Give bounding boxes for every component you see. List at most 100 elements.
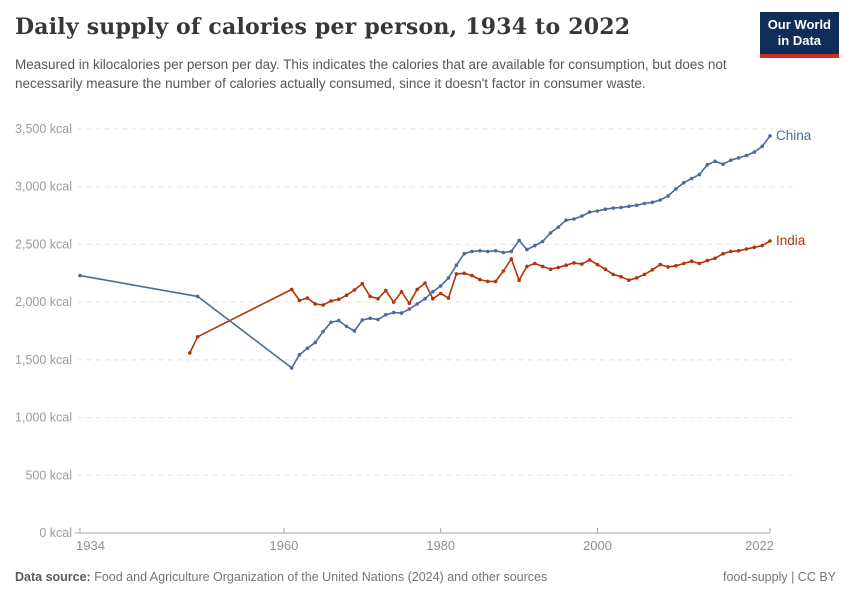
series-point-china[interactable] <box>509 249 514 254</box>
series-point-india[interactable] <box>454 272 459 276</box>
series-point-india[interactable] <box>407 301 412 306</box>
series-point-india[interactable] <box>305 296 310 300</box>
series-point-china[interactable] <box>485 249 490 254</box>
series-point-india[interactable] <box>188 351 192 355</box>
series-point-china[interactable] <box>289 366 294 370</box>
series-point-india[interactable] <box>556 265 561 270</box>
series-point-india[interactable] <box>195 335 200 339</box>
series-point-china[interactable] <box>438 284 443 288</box>
series-point-china[interactable] <box>493 249 498 253</box>
series-point-china[interactable] <box>619 205 623 210</box>
series-point-china[interactable] <box>674 187 678 191</box>
series-point-china[interactable] <box>399 311 404 315</box>
series-point-china[interactable] <box>587 210 592 214</box>
series-point-china[interactable] <box>634 203 639 207</box>
series-point-india[interactable] <box>493 279 498 284</box>
series-point-china[interactable] <box>517 238 521 243</box>
series-point-india[interactable] <box>297 298 302 303</box>
owid-logo[interactable]: Our World in Data <box>759 12 839 58</box>
series-point-china[interactable] <box>423 296 427 301</box>
series-point-china[interactable] <box>666 194 670 198</box>
series-point-china[interactable] <box>572 217 576 221</box>
series-point-india[interactable] <box>321 303 325 307</box>
series-point-china[interactable] <box>337 318 341 323</box>
series-point-india[interactable] <box>744 247 749 251</box>
series-point-china[interactable] <box>736 156 741 160</box>
series-point-india[interactable] <box>697 261 702 266</box>
series-line-china[interactable] <box>79 135 771 369</box>
series-point-india[interactable] <box>517 278 521 283</box>
series-point-china[interactable] <box>344 324 349 329</box>
series-point-india[interactable] <box>533 261 537 266</box>
series-point-india[interactable] <box>368 294 372 299</box>
series-point-china[interactable] <box>384 313 388 317</box>
series-point-india[interactable] <box>713 256 717 261</box>
series-point-india[interactable] <box>768 239 772 243</box>
series-point-india[interactable] <box>619 274 623 279</box>
series-point-india[interactable] <box>525 264 529 269</box>
series-point-india[interactable] <box>564 263 568 268</box>
series-point-china[interactable] <box>313 340 318 345</box>
series-point-india[interactable] <box>384 288 388 293</box>
series-point-china[interactable] <box>595 209 600 213</box>
series-point-china[interactable] <box>564 218 568 222</box>
series-point-china[interactable] <box>760 144 764 149</box>
series-point-india[interactable] <box>760 243 764 248</box>
series-point-india[interactable] <box>705 258 710 263</box>
series-point-china[interactable] <box>391 310 396 315</box>
series-point-china[interactable] <box>431 290 435 294</box>
series-point-india[interactable] <box>360 281 365 286</box>
series-point-china[interactable] <box>446 276 451 280</box>
series-point-india[interactable] <box>352 288 357 292</box>
series-point-india[interactable] <box>470 273 474 278</box>
license-link[interactable]: food-supply | CC BY <box>722 570 836 584</box>
series-point-china[interactable] <box>650 200 655 205</box>
series-point-india[interactable] <box>289 287 294 292</box>
series-point-india[interactable] <box>611 272 615 277</box>
series-point-china[interactable] <box>556 225 561 229</box>
series-point-india[interactable] <box>337 297 341 302</box>
series-point-china[interactable] <box>642 201 647 206</box>
series-point-india[interactable] <box>752 245 757 250</box>
series-point-china[interactable] <box>611 206 615 210</box>
series-label-china[interactable]: China <box>776 128 812 143</box>
series-point-china[interactable] <box>658 198 662 202</box>
series-point-china[interactable] <box>729 158 733 162</box>
series-point-india[interactable] <box>627 278 631 283</box>
series-point-china[interactable] <box>533 243 537 248</box>
series-point-china[interactable] <box>407 307 412 311</box>
series-point-china[interactable] <box>195 294 200 299</box>
series-point-india[interactable] <box>736 249 741 253</box>
series-point-india[interactable] <box>666 265 670 269</box>
series-point-china[interactable] <box>525 247 529 252</box>
series-line-india[interactable] <box>189 240 771 354</box>
series-point-india[interactable] <box>446 296 451 300</box>
series-point-china[interactable] <box>462 251 467 256</box>
series-point-china[interactable] <box>352 329 357 333</box>
series-point-india[interactable] <box>415 287 420 292</box>
series-point-india[interactable] <box>509 257 514 261</box>
series-point-china[interactable] <box>454 263 459 268</box>
series-point-india[interactable] <box>344 293 349 298</box>
series-point-china[interactable] <box>321 329 325 334</box>
series-point-china[interactable] <box>376 317 380 322</box>
series-point-china[interactable] <box>744 153 749 158</box>
series-point-india[interactable] <box>329 299 333 303</box>
series-point-india[interactable] <box>548 267 553 272</box>
series-point-china[interactable] <box>297 352 302 357</box>
series-point-india[interactable] <box>721 251 725 256</box>
series-point-india[interactable] <box>313 302 318 306</box>
series-point-china[interactable] <box>470 249 474 254</box>
series-point-china[interactable] <box>360 318 365 322</box>
series-point-india[interactable] <box>572 261 576 265</box>
series-point-india[interactable] <box>423 281 427 285</box>
series-point-china[interactable] <box>689 176 694 181</box>
series-point-india[interactable] <box>478 277 482 282</box>
series-point-china[interactable] <box>415 302 420 306</box>
series-point-india[interactable] <box>580 262 584 266</box>
series-point-india[interactable] <box>540 264 545 269</box>
series-point-india[interactable] <box>729 249 733 254</box>
series-point-china[interactable] <box>540 239 545 244</box>
series-point-india[interactable] <box>674 264 678 268</box>
series-point-china[interactable] <box>305 346 310 351</box>
